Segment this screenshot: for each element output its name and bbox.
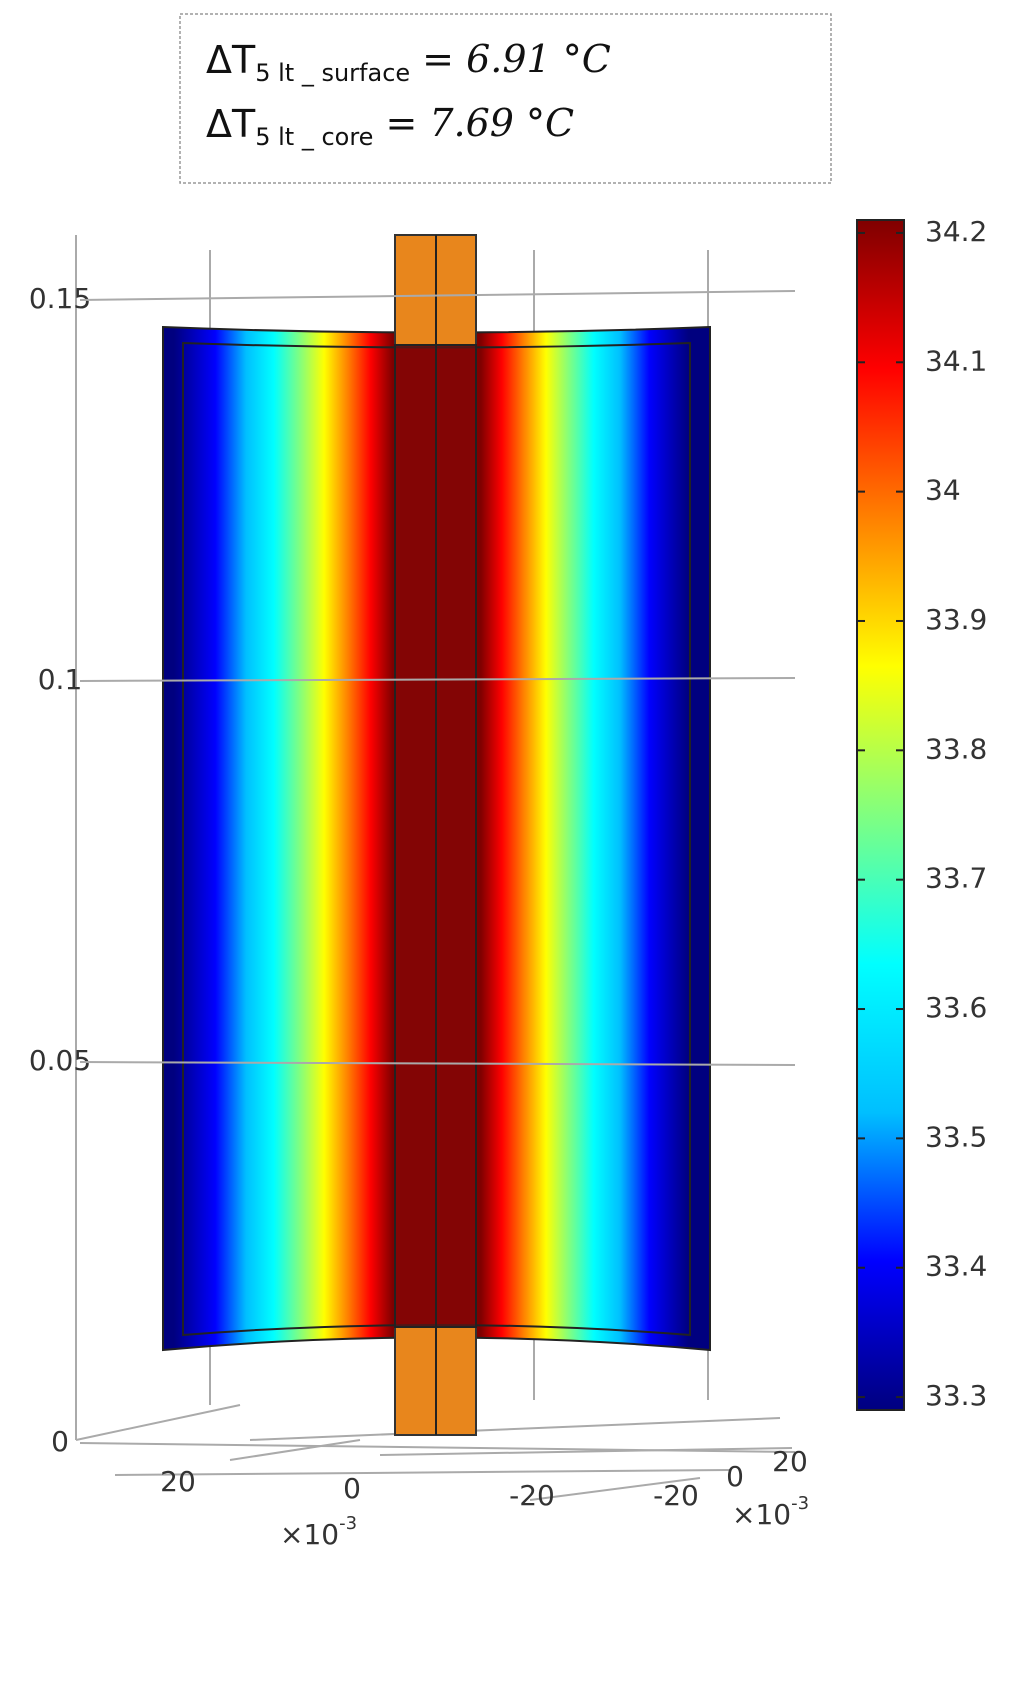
z-tick-label: 0.15 <box>29 282 91 315</box>
multiplier-exponent: -3 <box>339 1513 357 1534</box>
colorbar-tick-label: 33.3 <box>925 1379 987 1412</box>
multiplier-exponent: -3 <box>791 1493 809 1514</box>
grid-line <box>79 1442 796 1453</box>
colorbar-tick-label: 33.7 <box>925 862 987 895</box>
axis-multiplier: ×10-3 <box>732 1493 809 1531</box>
multiplier-base: ×10 <box>732 1498 791 1531</box>
y-tick-label: 20 <box>772 1445 808 1478</box>
axis-multiplier: ×10-3 <box>280 1513 357 1551</box>
colorbar <box>856 219 905 1411</box>
grid-line <box>79 1061 796 1066</box>
annotation-text: = 7.69 °C <box>385 101 574 145</box>
z-tick-label: 0.05 <box>29 1044 91 1077</box>
colorbar-tick-label: 34 <box>925 474 961 507</box>
annotation-text: = 6.91 °C <box>422 37 611 81</box>
annotation: ΔT5 lt _ core = 7.69 °C <box>206 101 574 152</box>
annotation-subscript: 5 lt _ surface <box>255 59 410 87</box>
grid-line <box>79 290 796 301</box>
grid-line <box>79 677 796 682</box>
annotation-symbol: ΔT <box>206 102 256 146</box>
y-tick-label: 0 <box>726 1460 744 1493</box>
z-tick-label: 0 <box>51 1425 69 1458</box>
colorbar-tick-label: 33.6 <box>925 991 987 1024</box>
colorbar-tick-label: 34.1 <box>925 344 987 377</box>
plot-area <box>162 234 711 1436</box>
colorbar-tick-label: 33.9 <box>925 603 987 636</box>
cell-inner-frame <box>182 341 691 1337</box>
multiplier-base: ×10 <box>280 1518 339 1551</box>
annotation-subscript: 5 lt _ core <box>255 123 373 151</box>
x-tick-label: 0 <box>343 1472 361 1505</box>
colorbar-tick-label: 33.5 <box>925 1120 987 1153</box>
annotation: ΔT5 lt _ surface = 6.91 °C <box>206 37 611 88</box>
annotation-symbol: ΔT <box>206 38 256 82</box>
annotation-box <box>179 13 832 184</box>
colorbar-tick-label: 34.2 <box>925 215 987 248</box>
colorbar-tick-label: 33.8 <box>925 732 987 765</box>
x-tick-label: -20 <box>509 1479 555 1512</box>
x-tick-label: 20 <box>160 1465 196 1498</box>
colorbar-tick-label: 33.4 <box>925 1250 987 1283</box>
z-tick-label: 0.1 <box>38 663 83 696</box>
y-tick-label: -20 <box>653 1479 699 1512</box>
